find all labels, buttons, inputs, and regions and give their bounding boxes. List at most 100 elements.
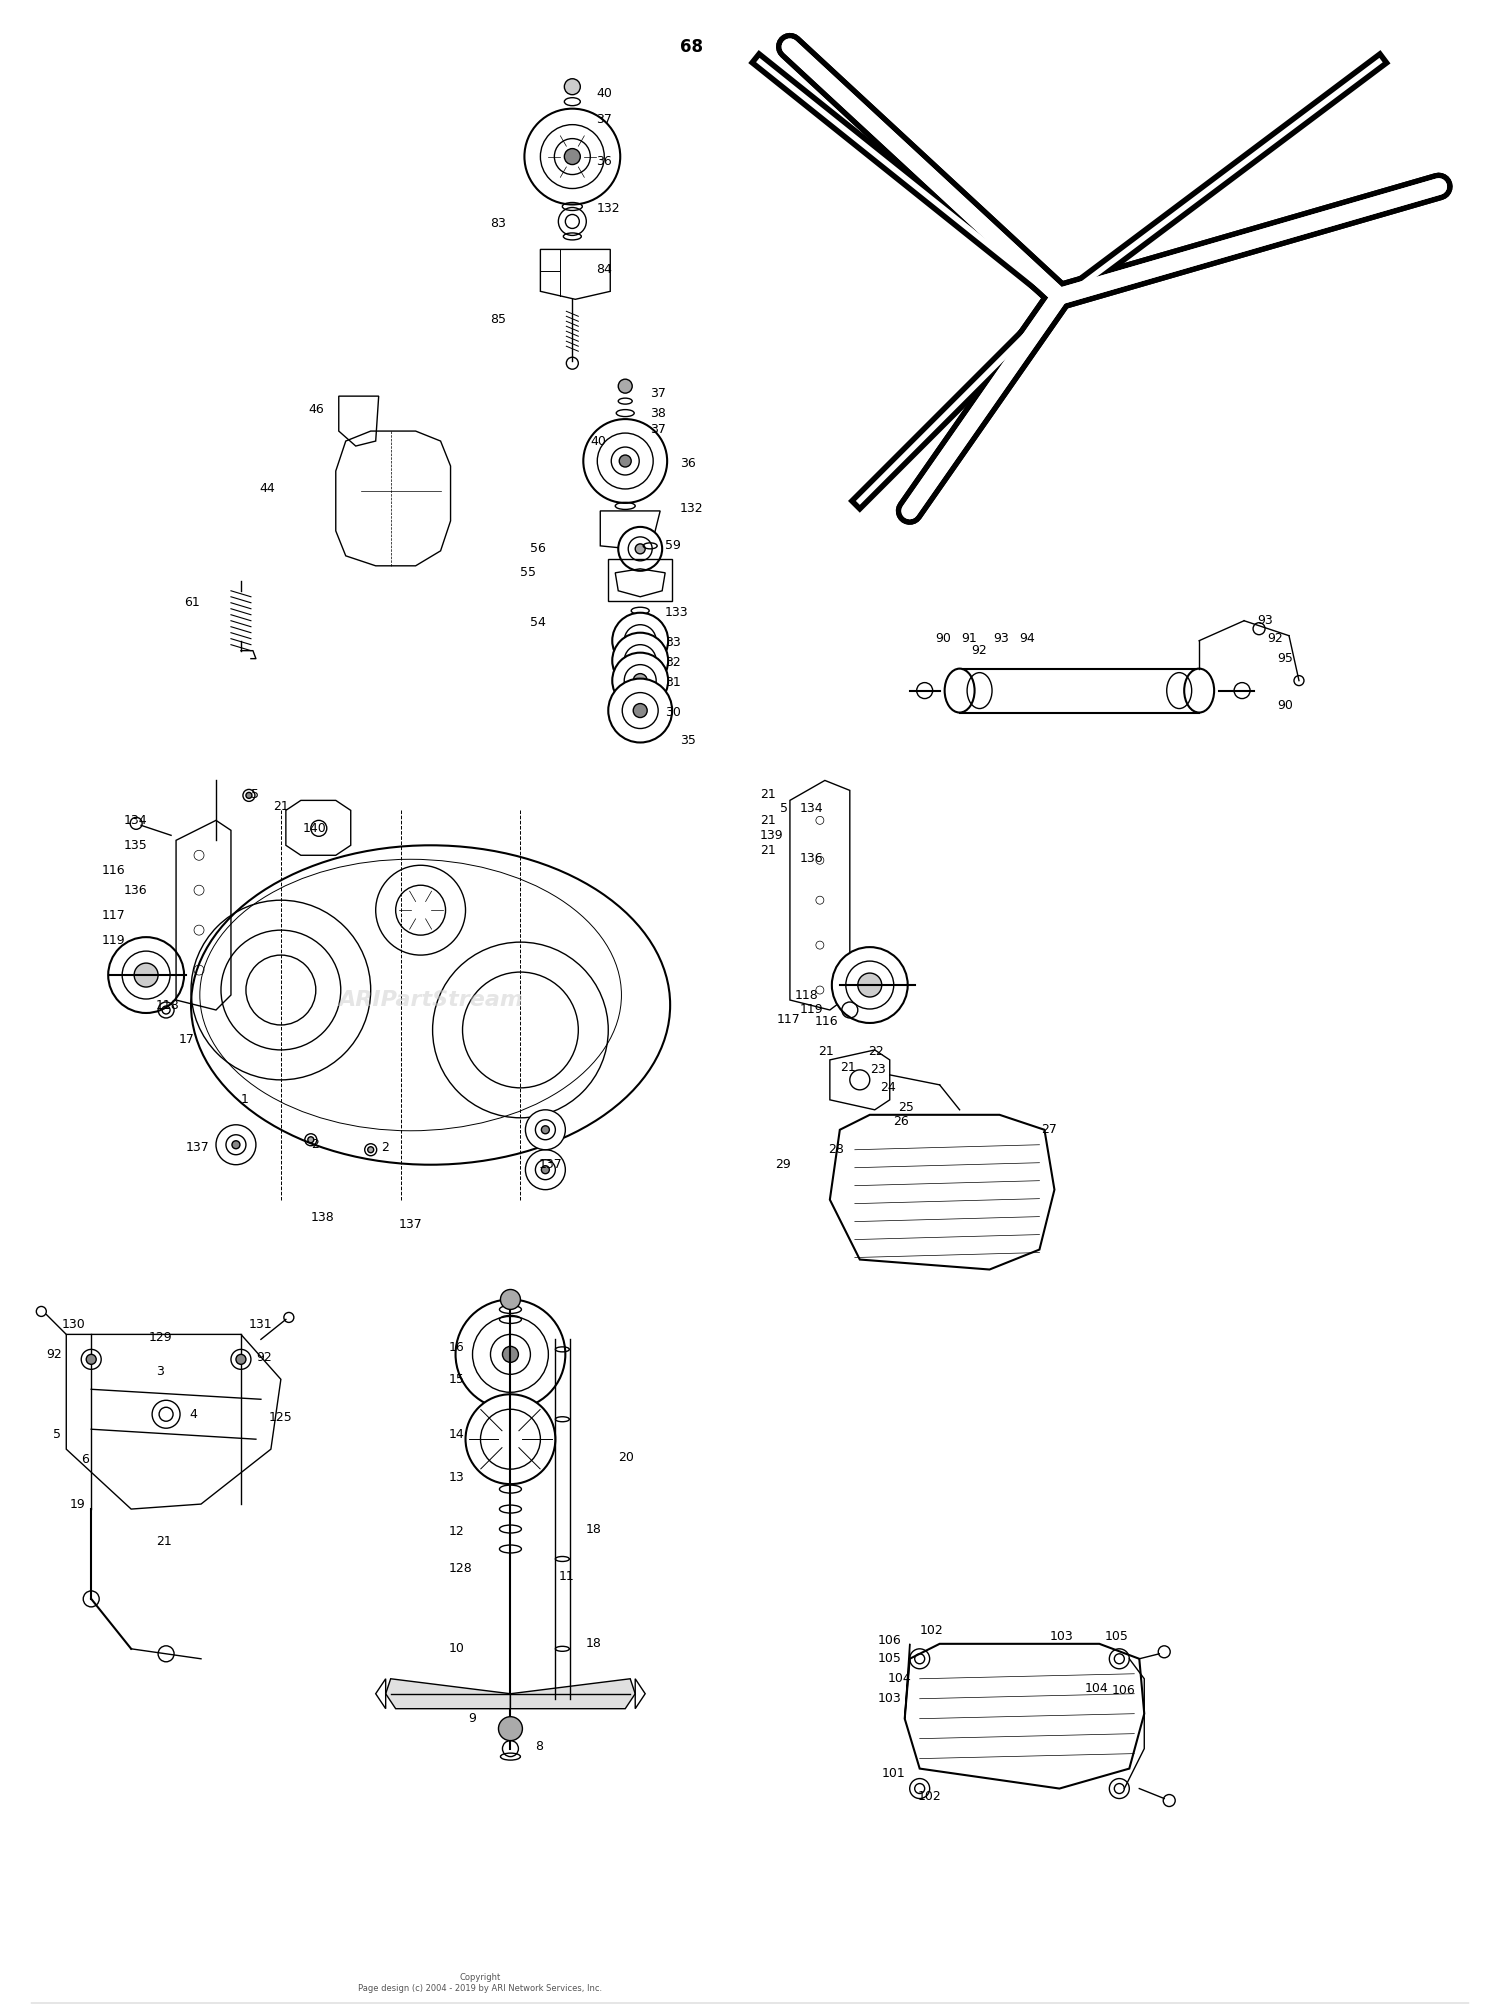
Text: Copyright
Page design (c) 2004 - 2019 by ARI Network Services, Inc.: Copyright Page design (c) 2004 - 2019 by… <box>358 1974 603 1994</box>
Text: 117: 117 <box>100 909 124 921</box>
Text: 44: 44 <box>260 482 274 496</box>
Text: 90: 90 <box>936 633 951 645</box>
Text: ARIPartStream: ARIPartStream <box>338 990 524 1010</box>
Text: 30: 30 <box>664 706 681 720</box>
Text: 105: 105 <box>878 1653 902 1665</box>
Text: 21: 21 <box>760 814 776 827</box>
Circle shape <box>633 633 646 647</box>
Text: 46: 46 <box>309 403 324 415</box>
Circle shape <box>620 456 632 468</box>
Circle shape <box>503 1347 519 1363</box>
Ellipse shape <box>1184 669 1214 712</box>
Text: 101: 101 <box>882 1768 906 1780</box>
Text: 103: 103 <box>1050 1631 1072 1643</box>
Text: 134: 134 <box>124 814 148 827</box>
Text: 26: 26 <box>892 1115 909 1129</box>
Text: 118: 118 <box>156 998 180 1012</box>
Text: 8: 8 <box>536 1740 543 1754</box>
Text: 102: 102 <box>918 1790 942 1802</box>
Circle shape <box>833 948 908 1022</box>
Text: 59: 59 <box>664 540 681 552</box>
Text: 90: 90 <box>1276 700 1293 712</box>
Text: 21: 21 <box>273 800 288 812</box>
Circle shape <box>618 379 632 393</box>
Text: 10: 10 <box>448 1643 465 1655</box>
Text: 18: 18 <box>585 1637 602 1651</box>
Text: 40: 40 <box>591 435 606 448</box>
Circle shape <box>618 526 662 571</box>
Text: 33: 33 <box>664 637 681 649</box>
Text: 5: 5 <box>780 802 788 814</box>
Text: 37: 37 <box>597 113 612 127</box>
Text: 2: 2 <box>381 1141 388 1155</box>
Text: 3: 3 <box>156 1365 164 1377</box>
Text: 31: 31 <box>664 675 681 689</box>
Text: 56: 56 <box>531 542 546 554</box>
Circle shape <box>368 1147 374 1153</box>
Polygon shape <box>510 1679 634 1710</box>
Text: 12: 12 <box>448 1524 465 1538</box>
Text: 135: 135 <box>124 839 148 853</box>
Text: 105: 105 <box>1104 1631 1128 1643</box>
Text: 92: 92 <box>46 1349 62 1361</box>
Text: 103: 103 <box>878 1691 902 1706</box>
Text: 92: 92 <box>972 645 987 657</box>
Text: 20: 20 <box>618 1452 634 1464</box>
Text: 21: 21 <box>818 1046 834 1058</box>
Circle shape <box>236 1355 246 1365</box>
Text: 137: 137 <box>399 1218 423 1232</box>
Text: 22: 22 <box>868 1046 883 1058</box>
Text: 61: 61 <box>184 597 200 609</box>
Text: 11: 11 <box>558 1570 574 1583</box>
Text: 24: 24 <box>880 1081 896 1095</box>
Text: 132: 132 <box>680 502 703 516</box>
Text: 93: 93 <box>1257 615 1274 627</box>
Text: 37: 37 <box>650 387 666 399</box>
Circle shape <box>542 1125 549 1133</box>
Circle shape <box>246 792 252 798</box>
Text: 136: 136 <box>124 883 148 897</box>
Text: 32: 32 <box>664 655 681 669</box>
Text: 5: 5 <box>251 788 260 800</box>
Text: 93: 93 <box>993 633 1010 645</box>
Text: 13: 13 <box>448 1470 465 1484</box>
Circle shape <box>525 1111 566 1149</box>
Text: 83: 83 <box>490 218 507 230</box>
Text: 136: 136 <box>800 853 824 865</box>
Text: 21: 21 <box>760 788 776 800</box>
Circle shape <box>86 1355 96 1365</box>
Text: 15: 15 <box>448 1373 465 1385</box>
Circle shape <box>633 673 646 687</box>
Text: 2: 2 <box>310 1139 318 1151</box>
Text: 37: 37 <box>650 423 666 435</box>
Text: 140: 140 <box>303 823 327 835</box>
Circle shape <box>564 149 580 165</box>
Text: 134: 134 <box>800 802 824 814</box>
Circle shape <box>232 1141 240 1149</box>
Text: 21: 21 <box>840 1060 855 1075</box>
Text: 68: 68 <box>680 38 703 56</box>
Text: 104: 104 <box>888 1671 912 1685</box>
Text: 128: 128 <box>448 1562 472 1574</box>
Text: 9: 9 <box>468 1712 477 1726</box>
Text: 138: 138 <box>310 1212 334 1224</box>
Text: 137: 137 <box>186 1141 210 1155</box>
Ellipse shape <box>190 845 670 1165</box>
Text: 94: 94 <box>1020 633 1035 645</box>
Text: 95: 95 <box>1276 651 1293 665</box>
Circle shape <box>108 937 184 1012</box>
Text: 4: 4 <box>189 1407 196 1421</box>
Text: 38: 38 <box>650 407 666 419</box>
Text: 5: 5 <box>54 1427 62 1441</box>
Polygon shape <box>386 1679 510 1710</box>
Text: 106: 106 <box>878 1635 902 1647</box>
Text: 14: 14 <box>448 1427 465 1441</box>
Text: 55: 55 <box>520 566 537 579</box>
Text: 36: 36 <box>597 155 612 167</box>
Circle shape <box>634 544 645 554</box>
Circle shape <box>633 704 646 718</box>
Circle shape <box>308 1137 314 1143</box>
Text: 119: 119 <box>800 1004 824 1016</box>
Text: 117: 117 <box>777 1014 801 1026</box>
Text: 130: 130 <box>62 1318 86 1331</box>
